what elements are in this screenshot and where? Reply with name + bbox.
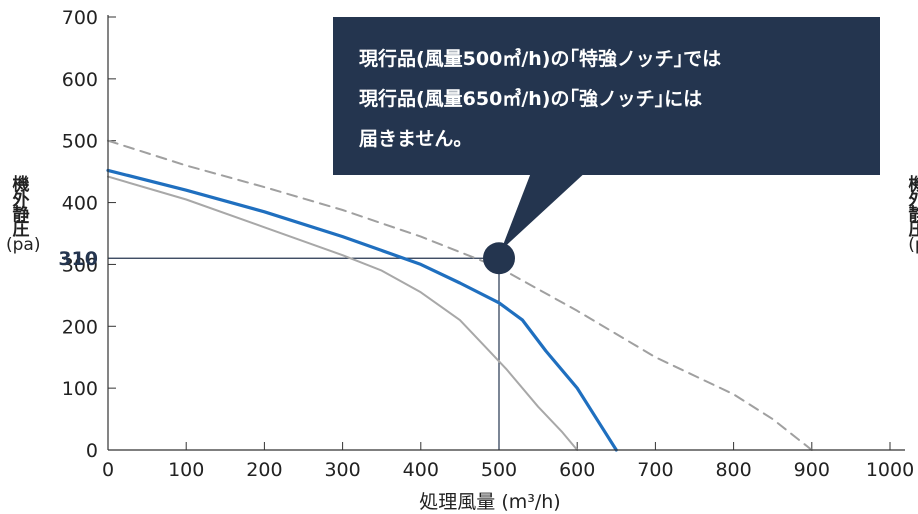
x-tick-label: 200 <box>246 459 282 481</box>
callout-line: 現行品(風量500㎥/h)の｢特強ノッチ｣では <box>359 48 722 70</box>
x-tick-label: 700 <box>637 459 673 481</box>
y-axis-label: 機 外 静 圧 (pa) <box>6 175 41 255</box>
x-tick-label: 600 <box>559 459 595 481</box>
y-tick-label: 0 <box>86 440 98 462</box>
x-tick-label: 300 <box>324 459 360 481</box>
x-axis-label: 処理風量 (m³/h) <box>419 491 561 513</box>
right-label-char: 機 <box>908 175 918 195</box>
callout-box: 現行品(風量500㎥/h)の｢特強ノッチ｣では 現行品(風量650㎥/h)の｢強… <box>333 17 880 175</box>
x-tick-label: 1000 <box>866 459 914 481</box>
y-tick-label: 400 <box>62 193 98 215</box>
x-axis-ticks: 0 100 200 300 400 500 600 700 800 900 1000 <box>102 442 914 481</box>
right-label-unit: (p <box>908 235 918 255</box>
y-axis-label-char: 静 <box>12 205 30 225</box>
callout-pointer <box>501 170 588 251</box>
x-tick-label: 900 <box>794 459 830 481</box>
axes <box>107 15 905 451</box>
y-tick-label: 600 <box>62 69 98 91</box>
y-tick-label: 200 <box>62 316 98 338</box>
y-highlight-tick-label: 310 <box>58 248 98 270</box>
y-tick-label: 100 <box>62 378 98 400</box>
right-axis-label-partial: 機 外 静 圧 (p <box>902 175 918 255</box>
series-line-solid-blue <box>106 168 618 452</box>
right-label-char: 静 <box>908 205 918 225</box>
x-tick-label: 0 <box>102 459 114 481</box>
x-tick-label: 500 <box>481 459 517 481</box>
series-line-dashed-gray <box>107 139 813 451</box>
y-axis-label-char: 外 <box>12 190 30 210</box>
marker-layer <box>483 242 515 275</box>
x-tick-label: 100 <box>168 459 204 481</box>
series-line-solid-gray <box>107 175 579 451</box>
y-axis-label-unit: (pa) <box>6 235 41 255</box>
series-layer <box>106 139 813 452</box>
y-tick-label: 300 <box>62 254 98 276</box>
x-tick-label: 400 <box>403 459 439 481</box>
y-tick-label: 500 <box>62 131 98 153</box>
callout-line: 現行品(風量650㎥/h)の｢強ノッチ｣には <box>359 88 703 110</box>
right-label-char: 外 <box>908 190 918 210</box>
y-axis-label-char: 機 <box>12 175 30 195</box>
x-tick-label: 800 <box>715 459 751 481</box>
operating-point-marker <box>483 242 515 275</box>
right-label-char: 圧 <box>908 220 918 240</box>
y-axis-label-char: 圧 <box>12 220 30 240</box>
callout-pointer-layer <box>501 170 588 251</box>
y-tick-label: 700 <box>62 7 98 29</box>
callout-line: 届きません。 <box>359 128 473 150</box>
guide-lines <box>108 257 500 450</box>
y-axis-ticks: 0 100 200 300 400 500 600 700 310 <box>58 7 116 462</box>
